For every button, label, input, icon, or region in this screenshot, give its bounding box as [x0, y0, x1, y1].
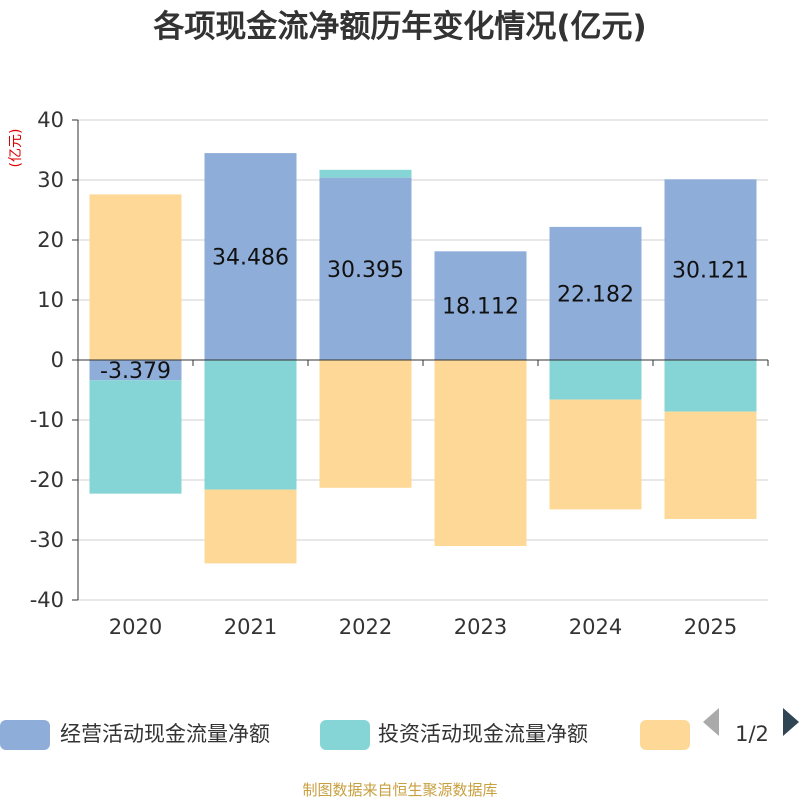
y-axis-unit-label: (亿元)	[8, 129, 24, 168]
y-tick-label: -20	[30, 468, 64, 492]
bar-2021-series-1	[204, 360, 297, 490]
data-source-note: 制图数据来自恒生聚源数据库	[302, 781, 497, 799]
y-tick-label: 30	[37, 168, 64, 192]
bar-2025-series-0	[664, 179, 757, 360]
y-tick-label: -40	[30, 588, 64, 612]
x-tick-label: 2025	[684, 615, 737, 639]
y-tick-label: -10	[30, 408, 64, 432]
legend-prev-page-icon[interactable]	[703, 708, 719, 736]
bar-2025-series-2	[664, 411, 757, 519]
x-tick-label: 2024	[569, 615, 622, 639]
bar-2020-series-1	[89, 380, 182, 494]
legend: 经营活动现金流量净额 投资活动现金流量净额	[0, 720, 690, 750]
x-tick-label: 2023	[454, 615, 507, 639]
data-label-2025: 30.121	[672, 259, 749, 284]
bar-2025-series-1	[664, 360, 757, 412]
gridlines	[78, 119, 768, 601]
legend-swatch-2[interactable]	[640, 720, 690, 750]
data-label-2021: 34.486	[212, 246, 289, 271]
data-label-2024: 22.182	[557, 282, 634, 307]
bar-2022-series-0	[319, 177, 412, 360]
bar-2024-series-1	[549, 360, 642, 400]
y-tick-label: 0	[51, 348, 64, 372]
legend-swatch-1[interactable]	[320, 720, 370, 750]
bar-2020-series-0	[89, 360, 182, 381]
y-tick-label: 10	[37, 288, 64, 312]
bars	[89, 153, 757, 564]
legend-next-page-icon[interactable]	[783, 708, 799, 736]
y-tick-label: 40	[37, 108, 64, 132]
data-label-2022: 30.395	[327, 258, 404, 283]
bar-2023-series-0	[434, 251, 527, 360]
bar-2021-series-2	[204, 489, 297, 564]
bar-2023-series-2	[434, 360, 527, 546]
axes: 40 30 20 10 0 -10 -20 -30 -40 2020 2021 2022 2023 202…	[30, 108, 769, 639]
data-label-2020: -3.379	[100, 359, 171, 384]
x-tick-label: 2021	[224, 615, 277, 639]
x-tick-label: 2022	[339, 615, 392, 639]
bar-2020-series-2	[89, 194, 182, 360]
x-tick-label: 2020	[109, 615, 162, 639]
bar-2022-series-2	[319, 360, 412, 488]
legend-swatch-0[interactable]	[0, 720, 50, 750]
y-tick-label: -30	[30, 528, 64, 552]
data-label-2023: 18.112	[442, 295, 519, 320]
bar-2021-series-0	[204, 153, 297, 360]
legend-page-indicator: 1/2	[735, 722, 769, 746]
legend-pager: 1/2	[703, 708, 799, 746]
legend-label-1[interactable]: 投资活动现金流量净额	[378, 722, 588, 746]
y-tick-label: 20	[37, 228, 64, 252]
bar-2024-series-0	[549, 226, 642, 360]
chart-title: 各项现金流净额历年变化情况(亿元)	[152, 9, 646, 45]
legend-label-0[interactable]: 经营活动现金流量净额	[60, 722, 270, 746]
data-labels: -3.379 34.486 30.395 18.112 22.182 30.121	[100, 246, 749, 385]
bar-2024-series-2	[549, 399, 642, 510]
bar-2022-series-1	[319, 169, 412, 178]
